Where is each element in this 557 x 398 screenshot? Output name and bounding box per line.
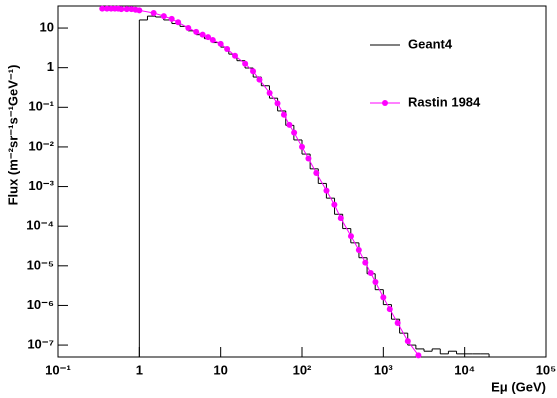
data-point (185, 25, 192, 32)
data-point (305, 155, 312, 162)
data-point (118, 6, 125, 13)
data-point (367, 269, 374, 276)
data-point (362, 259, 369, 266)
data-point (394, 320, 401, 327)
plot-frame (57, 5, 547, 358)
data-point (224, 46, 231, 53)
y-tick-label: 10⁻⁵ (27, 257, 54, 272)
data-point (136, 7, 143, 14)
x-tick-label: 10⁴ (454, 362, 475, 377)
x-tick-label: 10² (293, 362, 312, 377)
data-point (291, 129, 298, 136)
data-point (103, 5, 110, 12)
x-tick-label: 10⁻¹ (45, 362, 71, 377)
data-point (193, 28, 200, 35)
data-point (380, 294, 387, 301)
data-point (274, 100, 281, 107)
data-point (199, 31, 206, 38)
x-tick-label: 10⁵ (536, 362, 557, 377)
data-point (242, 60, 249, 67)
data-point (175, 19, 182, 26)
data-point (372, 279, 379, 286)
x-axis-label: Eμ (GeV) (491, 379, 546, 394)
data-point (160, 13, 167, 20)
data-point (123, 6, 130, 13)
data-point (250, 68, 257, 75)
data-point (205, 34, 212, 41)
legend-label: Geant4 (408, 36, 453, 51)
data-point (266, 89, 273, 96)
y-tick-label: 1 (47, 59, 54, 74)
data-point (331, 201, 338, 208)
data-point (404, 338, 411, 345)
y-tick-label: 10⁻⁴ (26, 218, 54, 233)
data-point (347, 233, 354, 240)
data-point (337, 215, 344, 222)
y-tick-label: 10 (40, 19, 54, 34)
series-line (102, 8, 419, 356)
data-point (355, 247, 362, 254)
data-point (286, 121, 293, 128)
data-point (313, 169, 320, 176)
data-point (217, 40, 224, 47)
data-point (168, 15, 175, 22)
data-point (386, 306, 393, 313)
data-point (99, 5, 106, 12)
y-axis-label: Flux (m⁻²sr⁻¹s⁻¹GeV⁻¹) (5, 65, 20, 206)
data-point (415, 352, 422, 359)
y-tick-label: 10⁻¹ (28, 99, 54, 114)
data-point (299, 143, 305, 150)
data-point (280, 111, 287, 118)
data-point (150, 9, 157, 16)
y-tick-label: 10⁻³ (28, 178, 54, 193)
legend-marker (382, 100, 388, 106)
y-tick-label: 10⁻⁶ (27, 297, 54, 312)
data-point (231, 52, 238, 59)
data-point (209, 36, 216, 43)
y-tick-label: 10⁻² (28, 138, 54, 153)
legend-label: Rastin 1984 (408, 94, 481, 109)
x-tick-label: 1 (136, 362, 143, 377)
x-tick-label: 10 (213, 362, 227, 377)
y-tick-label: 10⁻⁷ (27, 337, 54, 352)
x-tick-label: 10³ (374, 362, 393, 377)
data-point (256, 76, 263, 83)
data-point (323, 187, 330, 194)
